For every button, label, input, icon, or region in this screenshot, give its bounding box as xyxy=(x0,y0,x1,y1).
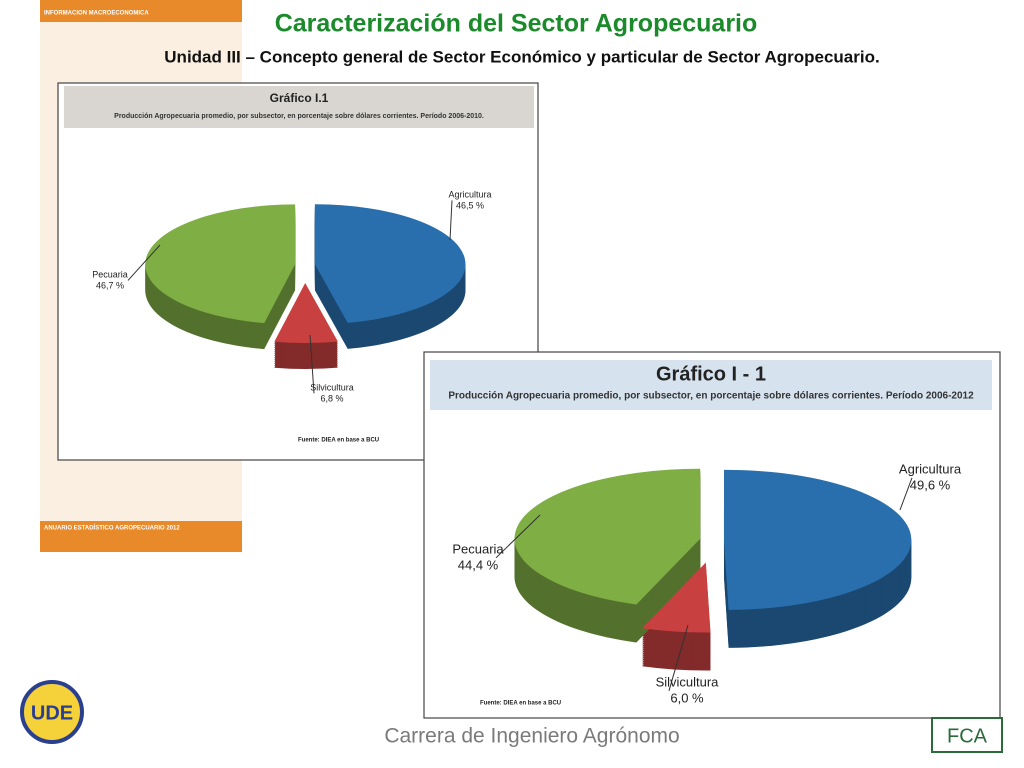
slice-label: Pecuaria xyxy=(452,541,504,556)
pie-slice xyxy=(642,562,711,633)
logo-left-badge xyxy=(20,680,84,744)
pie-slice xyxy=(274,282,338,344)
chart-source: Fuente: DIEA en base a BCU xyxy=(480,701,561,707)
slice-label: Agricultura xyxy=(448,189,491,199)
slide-title: Caracterización del Sector Agropecuario xyxy=(275,10,758,38)
band-top-text: INFORMACION MACROECONOMICA xyxy=(44,11,149,17)
chart-source: Fuente: DIEA en base a BCU xyxy=(298,438,379,444)
slice-value: 46,7 % xyxy=(96,281,124,291)
logo-right: FCA xyxy=(947,725,988,747)
slice-value: 49,6 % xyxy=(910,478,951,493)
leader-line xyxy=(449,200,453,241)
chart-subtitle: Producción Agropecuaria promedio, por su… xyxy=(448,391,974,402)
chart-title: Gráfico I - 1 xyxy=(656,363,766,385)
chart-subtitle: Producción Agropecuaria promedio, por su… xyxy=(114,113,484,120)
pie-slice xyxy=(145,204,296,324)
slice-value: 46,5 % xyxy=(456,201,484,211)
leader-line xyxy=(668,624,689,691)
band-top-bar xyxy=(40,0,242,22)
slice-label: Silvicultura xyxy=(310,382,354,392)
slice-value: 44,4 % xyxy=(458,558,499,573)
chart-title: Gráfico I.1 xyxy=(270,91,329,105)
logo-right-box xyxy=(931,717,1003,753)
slice-value: 6,8 % xyxy=(320,394,343,404)
slice-label: Pecuaria xyxy=(92,269,128,279)
pie-slice xyxy=(723,469,912,610)
slice-value: 6,0 % xyxy=(670,691,704,706)
pie-slice xyxy=(314,204,466,323)
slide-subtitle: Unidad III – Concepto general de Sector … xyxy=(164,47,879,66)
charts: Gráfico I.1 Producción Agropecuaria prome… xyxy=(57,82,1001,719)
chart: Gráfico I.1 Producción Agropecuaria prome… xyxy=(57,82,539,461)
logo-left: UDE xyxy=(31,702,73,724)
leader-line xyxy=(495,514,541,559)
slice-label: Agricultura xyxy=(899,461,962,476)
band-bottom-text: ANUARIO ESTADÍSTICO AGROPECUARIO 2012 xyxy=(44,524,180,532)
slice-label: Silvicultura xyxy=(656,674,720,689)
leader-line xyxy=(127,244,161,281)
band-bottom-bar xyxy=(40,521,242,552)
chart: Gráfico I - 1 Producción Agropecuaria pro… xyxy=(423,351,1001,719)
chart-header xyxy=(430,360,992,410)
leader-line xyxy=(309,334,315,394)
leader-line xyxy=(899,477,913,511)
chart-header xyxy=(64,86,534,128)
pie-slice xyxy=(514,468,701,605)
slide-footer: Carrera de Ingeniero Agrónomo xyxy=(384,725,679,748)
